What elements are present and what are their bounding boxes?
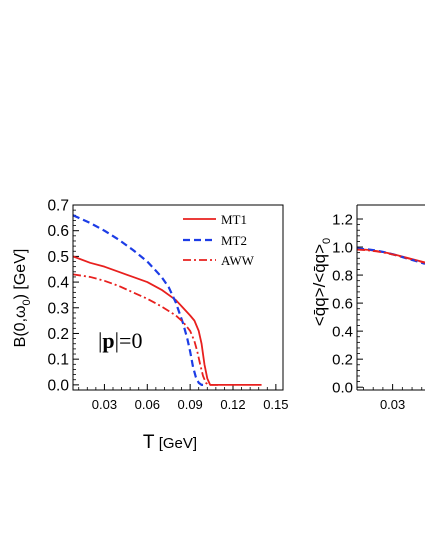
right-x-ticks: 0.03	[363, 384, 423, 412]
left-series-lines	[73, 214, 262, 386]
y-tick-label: 0.2	[47, 326, 69, 343]
y-tick-label: 0.8	[332, 268, 353, 285]
y-tick-label: 0.4	[47, 275, 69, 292]
y-tick-label: 0.6	[47, 223, 69, 240]
y-tick-label: 0.6	[332, 296, 353, 313]
right-chart: 0.0 0.2 0.4 0.6 0.8 1.0 1.2 0.03 <q̄q>/<q̄q>0	[310, 204, 425, 412]
x-tick-label: 0.03	[92, 397, 117, 412]
x-tick-label: 0.06	[135, 397, 160, 412]
momentum-annotation: |p|=0	[98, 328, 142, 353]
legend-label-aww: AWW	[221, 253, 255, 268]
legend-label-mt1: MT1	[221, 212, 247, 227]
y-tick-label: 0.0	[47, 377, 69, 394]
y-tick-label: 1.0	[332, 240, 353, 257]
y-tick-label: 0.7	[47, 198, 69, 215]
right-y-ticks: 0.0 0.2 0.4 0.6 0.8 1.0 1.2	[332, 212, 363, 397]
right-y-axis-label: <q̄q>/<q̄q>0	[310, 238, 333, 326]
x-tick-label: 0.12	[220, 397, 245, 412]
legend-entry-mt2: MT2	[183, 233, 247, 248]
y-tick-label: 0.4	[332, 324, 353, 341]
series-line-panel1-1	[357, 247, 425, 265]
left-y-ticks: 0.0 0.1 0.2 0.3 0.4 0.5 0.6 0.7	[47, 198, 79, 394]
x-tick-label: 0.03	[380, 397, 405, 412]
left-x-axis-label: T [GeV]	[143, 432, 197, 453]
y-tick-label: 0.3	[47, 300, 69, 317]
y-tick-label: 1.2	[332, 212, 353, 229]
left-plot-frame	[72, 204, 284, 391]
legend-entry-mt1: MT1	[183, 212, 247, 227]
legend-entry-aww: AWW	[183, 253, 255, 268]
left-y-axis-label: B(0,ω0) [GeV]	[12, 249, 33, 348]
series-line-mt2	[73, 214, 205, 386]
series-line-panel1-2	[357, 248, 425, 264]
x-tick-label: 0.15	[263, 397, 288, 412]
y-tick-label: 0.1	[47, 352, 69, 369]
y-tick-label: 0.2	[332, 352, 353, 369]
y-tick-label: 0.0	[332, 380, 353, 397]
series-line-aww	[73, 273, 219, 386]
y-tick-label: 0.5	[47, 249, 69, 266]
x-tick-label: 0.09	[177, 397, 202, 412]
legend: MT1 MT2 AWW	[183, 212, 255, 268]
right-series-lines	[357, 247, 425, 265]
left-chart: 0.0 0.1 0.2 0.3 0.4 0.5 0.6 0.7 0.03 0.06 0.09 0.1…	[12, 198, 289, 454]
series-line-mt1	[73, 255, 262, 386]
legend-label-mt2: MT2	[221, 233, 247, 248]
left-x-ticks: 0.03 0.06 0.09 0.12 0.15	[78, 384, 289, 412]
